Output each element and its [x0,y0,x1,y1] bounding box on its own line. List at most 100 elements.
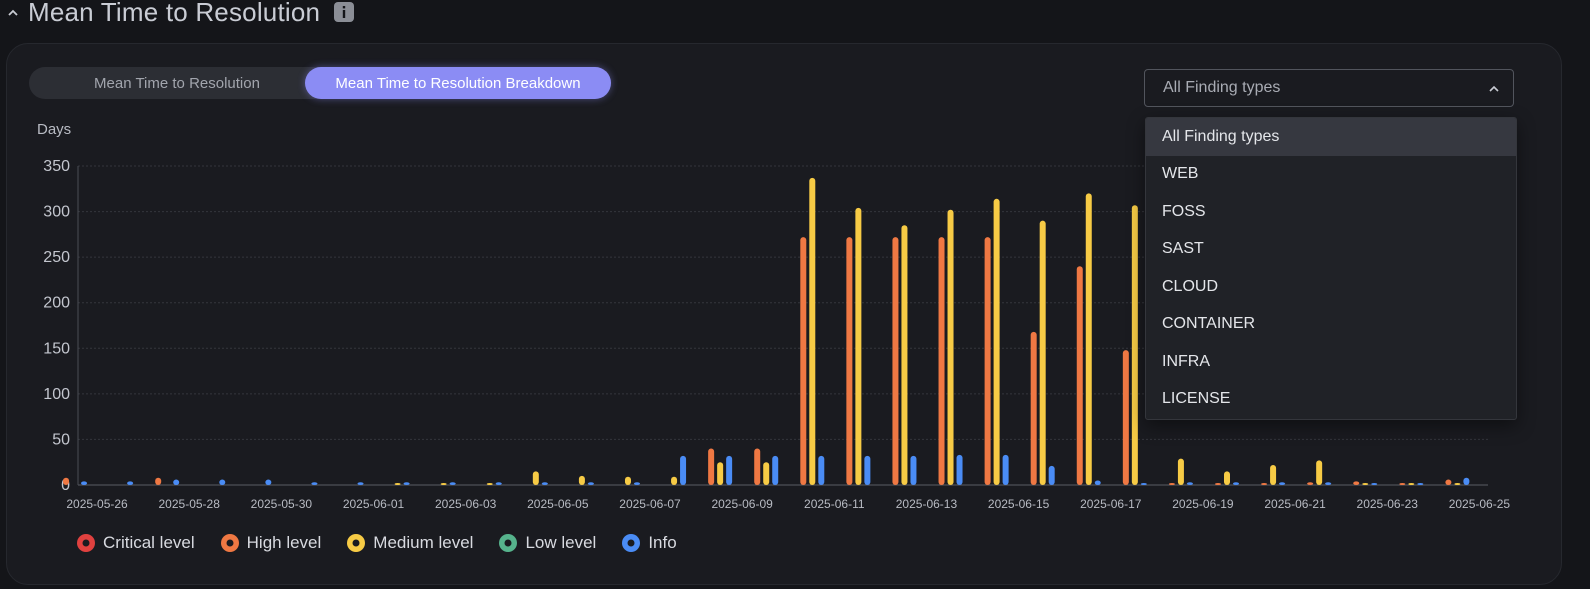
bar-high-2025-06-24 [1399,483,1406,485]
y-tick-label: 350 [43,158,70,175]
bar-info-2025-06-03 [449,482,456,485]
x-tick-label: 2025-06-21 [1264,497,1326,511]
bar-medium-2025-06-04 [486,483,493,485]
medium-ring-icon [347,534,366,552]
bar-info-2025-06-14 [956,454,963,485]
chevron-up-icon[interactable] [6,5,20,19]
bar-medium-2025-06-13 [901,225,908,485]
legend-item-critical[interactable]: Critical level [77,533,195,553]
x-tick-label: 2025-05-26 [66,497,128,511]
critical-ring-icon [77,534,95,552]
bar-info-2025-06-23 [1371,483,1378,485]
y-axis-label: Days [37,121,71,138]
bar-info-2025-06-25 [1463,477,1470,485]
bar-info-2025-05-26 [81,481,88,485]
bar-info-2025-06-08 [680,455,687,485]
bar-info-2025-06-07 [633,482,640,485]
legend-label: Medium level [373,533,474,552]
y-tick-label: 100 [43,386,70,403]
legend-label: High level [246,533,322,552]
bar-high-2025-06-23 [1353,481,1360,485]
dropdown-option-infra[interactable]: INFRA [1162,352,1210,370]
page-title: Mean Time to Resolution [28,0,321,27]
dropdown-option-container[interactable]: CONTAINER [1162,315,1256,333]
x-tick-label: 2025-06-11 [804,497,865,511]
legend-item-medium[interactable]: Medium level [347,533,473,553]
bar-medium-2025-06-23 [1362,483,1369,485]
bar-info-2025-06-18 [1140,483,1147,485]
bar-medium-2025-06-19 [1177,458,1184,485]
bar-high-2025-06-15 [984,237,991,485]
y-tick-label: 200 [43,295,70,312]
info-icon[interactable] [334,2,355,22]
chart-legend: Critical level High level Medium level Low … [77,532,677,554]
x-tick-label: 2025-06-25 [1449,497,1511,511]
legend-item-low[interactable]: Low level [499,533,596,553]
bar-high-2025-06-18 [1122,350,1129,485]
toggle-mean-time-to-resolution[interactable]: Mean Time to Resolution [94,74,260,92]
chevron-up-icon [1489,79,1499,97]
bar-medium-2025-06-02 [394,483,401,485]
bar-medium-2025-06-11 [809,177,816,485]
bar-high-2025-06-21 [1261,483,1268,485]
dropdown-option-web[interactable]: WEB [1162,165,1199,183]
x-tick-label: 2025-06-13 [896,497,958,511]
bar-high-2025-06-10 [754,448,761,485]
bar-info-2025-05-30 [265,479,272,485]
finding-type-select[interactable]: All Finding types [1144,69,1514,107]
legend-item-info[interactable]: Info [622,533,677,553]
bar-info-2025-05-28 [173,479,180,485]
bar-medium-2025-06-10 [763,462,770,485]
bar-info-2025-06-05 [541,482,548,485]
x-tick-label: 2025-06-05 [527,497,589,511]
x-tick-label: 2025-06-09 [711,497,773,511]
bar-info-2025-05-27 [127,481,134,485]
dropdown-option-cloud[interactable]: CLOUD [1162,277,1219,295]
y-tick-label: 300 [43,204,70,221]
x-tick-label: 2025-06-01 [343,497,405,511]
dropdown-option-foss[interactable]: FOSS [1162,202,1206,220]
y-tick-label: 50 [52,431,70,448]
bar-info-2025-06-11 [818,455,825,485]
bar-info-2025-06-13 [910,455,917,485]
bar-medium-2025-06-12 [855,207,862,485]
bar-high-2025-05-26 [63,477,70,485]
dropdown-option-all-finding-types[interactable]: All Finding types [1146,118,1516,156]
legend-label: Info [648,533,677,552]
bar-info-2025-05-31 [311,482,318,485]
x-tick-label: 2025-06-03 [435,497,497,511]
bar-medium-2025-06-20 [1224,471,1230,485]
x-tick-label: 2025-06-15 [988,497,1050,511]
bar-info-2025-06-01 [357,482,364,485]
x-tick-label: 2025-05-30 [251,497,313,511]
bar-medium-2025-06-06 [578,475,585,485]
bar-medium-2025-06-05 [532,471,539,485]
bar-medium-2025-06-21 [1270,464,1277,485]
legend-label: Low level [525,533,597,552]
dropdown-option-sast[interactable]: SAST [1162,240,1204,258]
bar-medium-2025-06-22 [1316,460,1323,485]
bar-chart: Days 0 50 100 150 200 250 300 350 2025-05-26 2025-… [37,121,1511,511]
bar-high-2025-06-22 [1307,482,1314,485]
bar-medium-2025-06-07 [624,476,631,485]
bar-high-2025-06-13 [892,237,899,485]
bar-info-2025-06-10 [772,455,779,485]
bar-medium-2025-06-17 [1085,193,1092,486]
bar-high-2025-06-17 [1076,266,1083,485]
x-tick-label: 2025-06-17 [1080,497,1142,511]
bar-info-2025-06-02 [403,482,410,485]
legend-item-high[interactable]: High level [220,533,322,553]
y-tick-label: 150 [43,340,70,357]
bar-medium-2025-06-14 [947,209,954,485]
info-ring-icon [622,534,641,552]
x-tick-label: 2025-06-07 [619,497,681,511]
toggle-mean-time-to-resolution-breakdown[interactable]: Mean Time to Resolution Breakdown [305,67,611,99]
y-tick-label: 250 [43,249,70,266]
bar-info-2025-06-12 [864,455,871,485]
finding-type-select-value: All Finding types [1163,79,1281,96]
section-header: Mean Time to Resolution [6,0,355,28]
bar-medium-2025-06-18 [1131,205,1138,486]
bar-info-2025-06-09 [726,455,733,485]
y-tick-label: 0 [61,477,70,494]
dropdown-option-license[interactable]: LICENSE [1162,390,1231,408]
